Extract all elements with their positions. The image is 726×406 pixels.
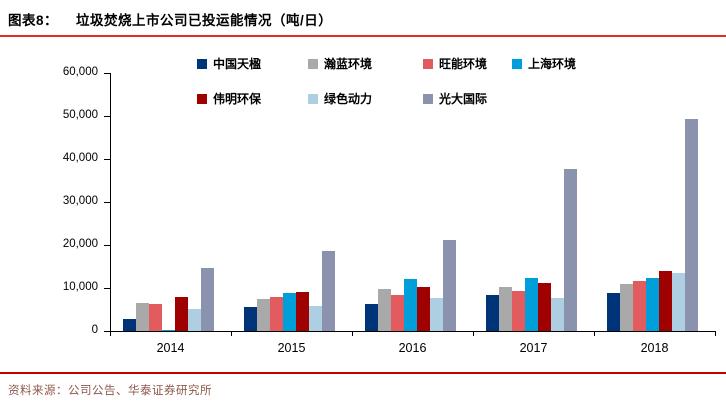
legend-item: 光大国际 bbox=[423, 90, 487, 107]
legend-label: 光大国际 bbox=[439, 92, 488, 106]
legend-swatch-icon bbox=[512, 58, 522, 69]
figure-label: 图表8： bbox=[8, 13, 59, 28]
legend-swatch-icon bbox=[308, 93, 318, 104]
legend-swatch-icon bbox=[197, 93, 207, 104]
figure-title: 垃圾焚烧上市公司已投运能情况（吨/日） bbox=[76, 13, 333, 28]
bar bbox=[123, 319, 136, 331]
bar bbox=[378, 289, 391, 331]
bar bbox=[201, 268, 214, 331]
bar bbox=[486, 295, 499, 331]
bar bbox=[672, 273, 685, 331]
bar bbox=[525, 278, 538, 331]
bar bbox=[404, 279, 417, 331]
legend-item: 上海环境 bbox=[512, 55, 576, 72]
bar bbox=[162, 330, 175, 331]
x-category-label: 2015 bbox=[277, 341, 306, 355]
bar bbox=[270, 297, 283, 331]
bar bbox=[659, 271, 672, 331]
y-axis-tick bbox=[104, 116, 110, 117]
y-axis-tick bbox=[104, 288, 110, 289]
bar-chart: 中国天楹 瀚蓝环境 旺能环境 上海环境伟明环保 绿色动力 光大国际 0 10,000 20,0… bbox=[0, 38, 726, 368]
figure-header: 图表8： 垃圾焚烧上市公司已投运能情况（吨/日） bbox=[8, 9, 332, 29]
y-axis-label: 30,000 bbox=[62, 195, 98, 207]
y-axis-tick bbox=[104, 73, 110, 74]
x-category-label: 2018 bbox=[640, 341, 669, 355]
bar bbox=[149, 304, 162, 331]
plot-area bbox=[110, 73, 716, 332]
legend-swatch-icon bbox=[423, 58, 433, 69]
bar bbox=[257, 299, 270, 331]
bar bbox=[538, 283, 551, 331]
y-axis-label: 50,000 bbox=[62, 109, 98, 121]
x-category-label: 2017 bbox=[519, 341, 548, 355]
x-axis-tick bbox=[594, 332, 595, 336]
x-category-label: 2016 bbox=[398, 341, 427, 355]
bar bbox=[607, 293, 620, 331]
bar bbox=[309, 306, 322, 331]
bar bbox=[283, 293, 296, 331]
y-axis-label: 0 bbox=[91, 324, 98, 336]
legend-item: 旺能环境 bbox=[423, 55, 487, 72]
bar bbox=[564, 169, 577, 331]
bar bbox=[633, 281, 646, 331]
legend-label: 绿色动力 bbox=[324, 92, 373, 106]
x-axis-tick bbox=[473, 332, 474, 336]
bar bbox=[685, 119, 698, 331]
bar bbox=[322, 251, 335, 331]
legend-item: 瀚蓝环境 bbox=[308, 55, 372, 72]
legend-label: 旺能环境 bbox=[439, 57, 488, 71]
bar bbox=[430, 298, 443, 331]
legend-item: 伟明环保 bbox=[197, 90, 261, 107]
y-axis-label: 20,000 bbox=[62, 238, 98, 250]
bar bbox=[512, 291, 525, 331]
bar bbox=[365, 304, 378, 331]
legend-swatch-icon bbox=[308, 58, 318, 69]
bar bbox=[551, 298, 564, 331]
legend-label: 瀚蓝环境 bbox=[324, 57, 373, 71]
bar bbox=[136, 303, 149, 331]
y-axis-tick bbox=[104, 202, 110, 203]
x-axis-tick bbox=[352, 332, 353, 336]
x-category-label: 2014 bbox=[156, 341, 185, 355]
y-axis-label: 60,000 bbox=[62, 66, 98, 78]
x-axis-tick bbox=[110, 332, 111, 336]
y-axis-tick bbox=[104, 331, 110, 332]
bar bbox=[620, 284, 633, 331]
x-axis-tick bbox=[231, 332, 232, 336]
bar bbox=[296, 292, 309, 331]
y-axis-label: 40,000 bbox=[62, 152, 98, 164]
legend-label: 伟明环保 bbox=[213, 92, 262, 106]
y-axis-tick bbox=[104, 159, 110, 160]
legend-swatch-icon bbox=[423, 93, 433, 104]
legend-swatch-icon bbox=[197, 58, 207, 69]
bar bbox=[646, 278, 659, 331]
legend-item: 中国天楹 bbox=[197, 55, 261, 72]
source-note: 资料来源：公司公告、华泰证券研究所 bbox=[8, 385, 212, 397]
bar bbox=[244, 307, 257, 331]
bar bbox=[391, 295, 404, 331]
legend-item: 绿色动力 bbox=[308, 90, 372, 107]
bar bbox=[175, 297, 188, 331]
legend-label: 中国天楹 bbox=[213, 57, 262, 71]
y-axis-label: 10,000 bbox=[62, 281, 98, 293]
top-divider bbox=[0, 35, 726, 37]
x-axis-tick bbox=[715, 332, 716, 336]
bar bbox=[188, 309, 201, 331]
bar bbox=[417, 287, 430, 331]
bottom-divider bbox=[0, 372, 726, 374]
bar bbox=[443, 240, 456, 331]
bar bbox=[499, 287, 512, 331]
legend-label: 上海环境 bbox=[528, 57, 577, 71]
y-axis-tick bbox=[104, 245, 110, 246]
